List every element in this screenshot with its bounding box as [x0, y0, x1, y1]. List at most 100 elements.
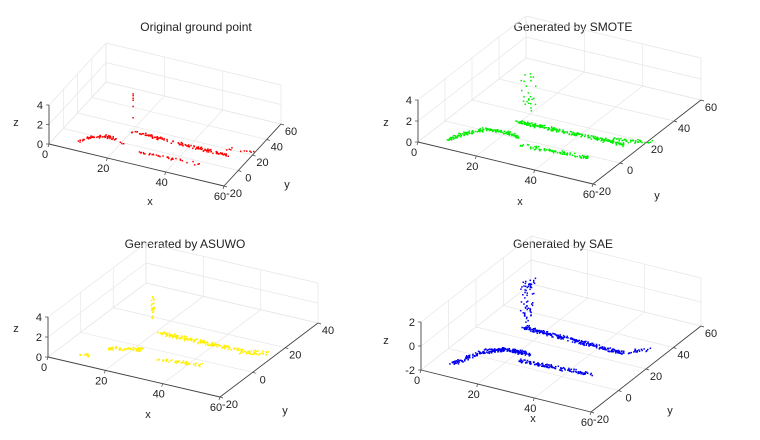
data-point	[608, 139, 611, 141]
data-point	[543, 124, 546, 127]
data-point	[530, 330, 532, 332]
data-point	[110, 347, 112, 349]
data-point	[454, 135, 456, 137]
data-point	[201, 148, 203, 150]
data-point	[563, 367, 565, 369]
data-point	[615, 143, 618, 145]
data-point	[256, 350, 258, 353]
data-point	[540, 148, 542, 151]
data-point	[547, 129, 549, 131]
data-point	[168, 332, 170, 334]
data-point	[248, 352, 251, 354]
data-point	[183, 336, 186, 338]
data-point	[526, 292, 528, 294]
data-point	[588, 343, 590, 345]
data-point	[477, 350, 480, 353]
data-point	[615, 141, 617, 144]
data-point	[526, 316, 528, 319]
data-point	[158, 137, 160, 139]
data-point	[536, 329, 538, 331]
data-point	[182, 361, 185, 364]
data-point	[541, 362, 544, 365]
data-point	[180, 336, 182, 339]
grid-line	[105, 62, 282, 105]
data-point	[538, 364, 540, 367]
data-point	[188, 363, 191, 365]
data-point	[577, 340, 579, 342]
data-point	[519, 121, 522, 123]
data-point	[112, 349, 114, 351]
data-point	[535, 148, 537, 150]
data-point	[86, 137, 88, 139]
data-point	[456, 360, 458, 362]
data-point	[572, 131, 574, 133]
x-tick	[105, 157, 108, 162]
data-point	[503, 130, 506, 132]
data-point	[524, 306, 527, 309]
data-point	[187, 338, 189, 341]
data-point	[538, 330, 540, 332]
data-point	[457, 360, 460, 363]
z-tick-label: 2	[36, 332, 42, 344]
data-point	[180, 143, 183, 146]
data-point	[523, 121, 525, 123]
data-point	[556, 335, 558, 337]
x-tick-label: 60	[581, 417, 593, 429]
data-point	[532, 281, 535, 283]
data-point	[493, 348, 496, 350]
data-point	[109, 347, 111, 349]
data-point	[140, 151, 142, 154]
data-point	[552, 366, 555, 369]
data-point	[581, 134, 583, 137]
data-point	[607, 139, 609, 141]
data-point	[139, 133, 141, 135]
data-point	[584, 134, 587, 136]
data-point	[473, 355, 476, 357]
data-point	[566, 152, 569, 154]
data-point	[259, 352, 261, 355]
data-point	[467, 359, 469, 361]
data-point	[204, 149, 206, 151]
data-point	[210, 150, 212, 153]
data-point	[517, 351, 519, 354]
data-point	[547, 366, 550, 369]
data-point	[156, 359, 158, 361]
data-point	[555, 128, 558, 130]
grid-line	[145, 242, 319, 284]
data-point	[593, 345, 596, 347]
data-point	[573, 133, 576, 136]
data-point	[521, 286, 523, 288]
data-point	[515, 137, 518, 139]
data-point	[454, 362, 457, 364]
data-point	[517, 353, 519, 355]
data-point	[543, 365, 546, 368]
x-tick	[218, 396, 221, 401]
data-point	[512, 349, 514, 351]
data-point	[600, 140, 602, 142]
data-point	[535, 145, 538, 148]
data-point	[506, 348, 508, 350]
data-point	[202, 150, 205, 152]
data-point	[578, 339, 581, 342]
data-point	[571, 133, 574, 136]
data-point	[176, 335, 178, 338]
data-point	[529, 327, 531, 329]
grid-line	[444, 120, 621, 164]
data-point	[216, 346, 218, 348]
data-point	[487, 128, 489, 130]
data-point	[515, 349, 517, 352]
data-point	[185, 336, 188, 338]
data-point	[265, 351, 268, 354]
data-point	[121, 349, 124, 352]
data-point	[528, 328, 530, 331]
data-point	[594, 135, 596, 138]
data-point	[114, 138, 117, 140]
data-point	[613, 137, 615, 140]
grid-line	[420, 259, 532, 347]
point-cloud	[77, 93, 255, 166]
